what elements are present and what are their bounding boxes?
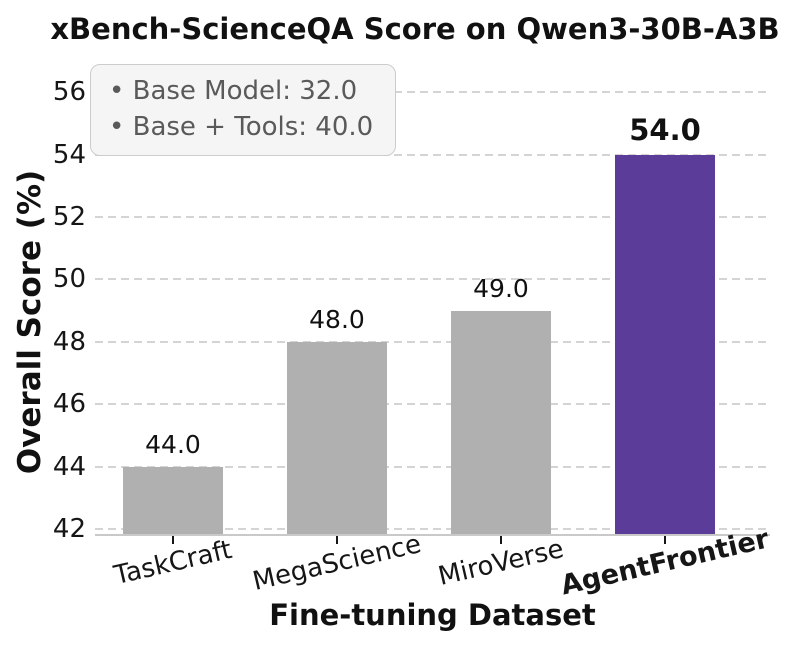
gridline-52 [95,216,770,218]
gridline-42 [95,528,770,530]
annotation-base-model: • Base Model: 32.0 [109,76,358,106]
y-tick-label: 46 [52,389,86,420]
bar-value-label: 48.0 [309,304,365,334]
y-tick-label: 54 [52,139,86,170]
y-tick-label: 56 [52,77,86,108]
bar-value-label: 49.0 [473,273,529,303]
gridline-46 [95,403,770,406]
annotation-box: • Base Model: 32.0 • Base + Tools: 40.0 [90,64,397,156]
y-tick-label: 42 [52,514,86,544]
gridline-50 [95,278,770,281]
y-tick-label: 50 [52,264,86,295]
gridline-48 [95,340,770,343]
bar-miroverse [451,310,551,534]
y-tick-label: 48 [52,326,86,357]
x-tick-mark [664,536,666,544]
bar-taskcraft [123,466,223,534]
x-tick-mark [336,536,338,544]
bar-agentfrontier [615,154,715,534]
gridline-56 [95,91,770,94]
y-tick-label: 52 [52,202,86,232]
x-axis-label: Fine-tuning Dataset [269,598,596,632]
x-tick-mark [500,536,502,544]
gridline-44 [95,465,770,468]
bar-megascience [287,341,387,534]
x-tick-mark [172,536,174,544]
gridline-54 [95,153,770,156]
plot-area: 44.0 48.0 49.0 54.0 [95,62,770,536]
annotation-base-tools: • Base + Tools: 40.0 [109,112,374,142]
chart-title: xBench-ScienceQA Score on Qwen3-30B-A3B [50,12,780,46]
y-tick-label: 44 [52,451,86,482]
bar-value-label: 44.0 [145,429,201,459]
bar-value-label: 54.0 [629,112,701,147]
